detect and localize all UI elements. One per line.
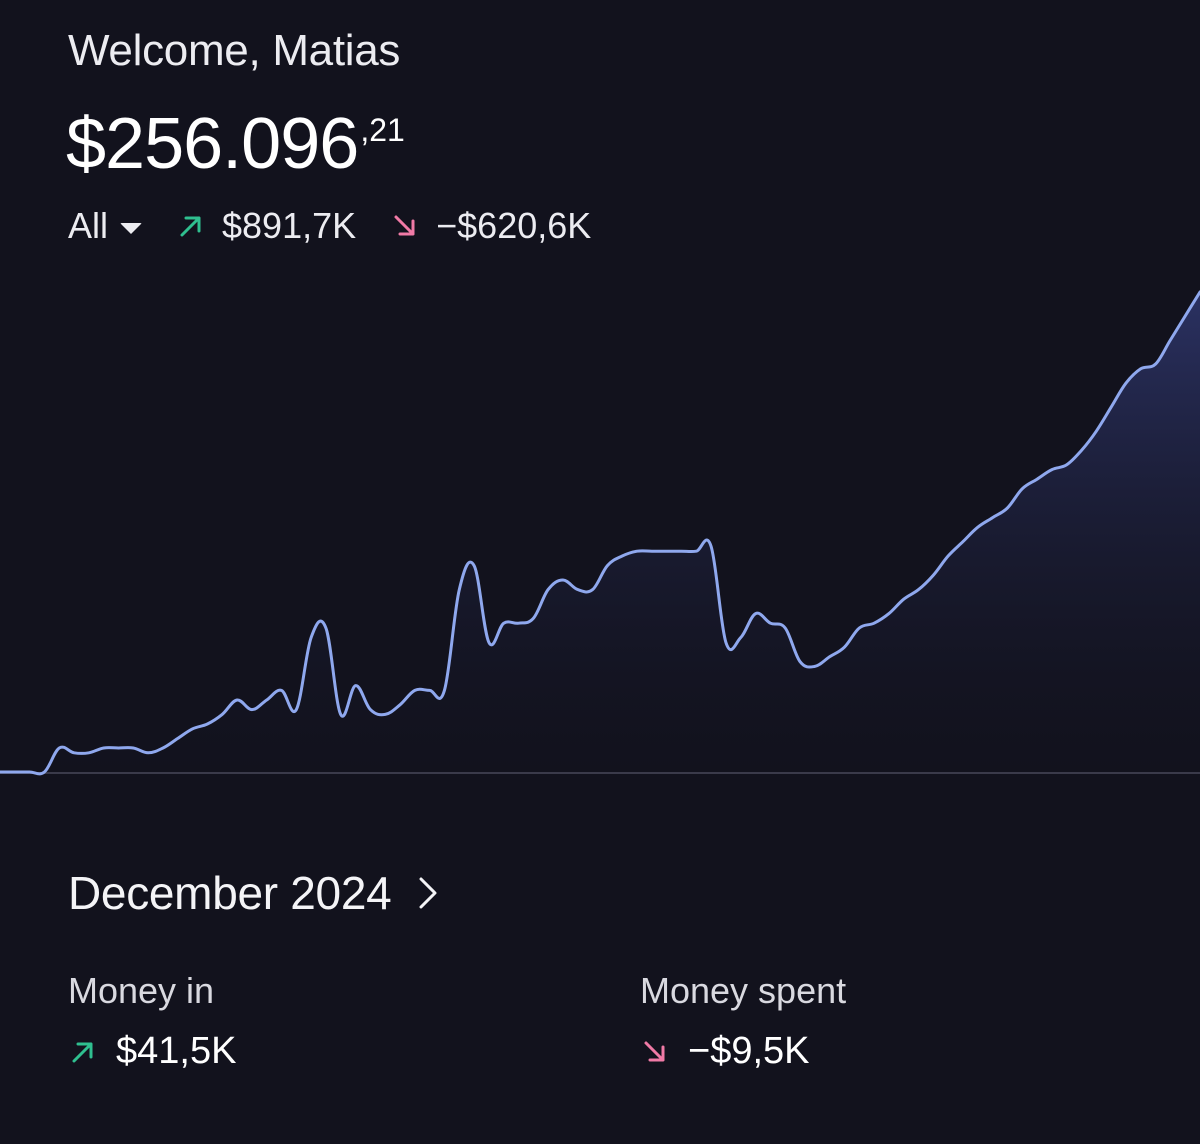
money-spent-value-row: −$9,5K	[640, 1030, 846, 1073]
balance-main: $256.096	[66, 104, 359, 184]
filter-label: All	[68, 205, 109, 246]
chevron-right-icon	[419, 877, 437, 909]
chart-series-line	[0, 290, 1200, 776]
account-filter-dropdown[interactable]: All	[68, 205, 143, 247]
balance-chart-svg[interactable]	[0, 270, 1200, 790]
caret-down-icon	[120, 222, 143, 234]
total-money-in-value: $891,7K	[222, 205, 357, 246]
greeting-text: Welcome, Matias	[68, 26, 401, 75]
summary-row: All $891,7K −$620,6K	[68, 204, 591, 248]
money-in-value: $41,5K	[116, 1030, 237, 1072]
arrow-down-right-icon	[644, 1041, 665, 1061]
total-money-out: −$620,6K	[390, 205, 591, 247]
total-money-out-value: −$620,6K	[436, 205, 592, 246]
balance-cents: ,21	[360, 112, 405, 148]
balance-amount: $256.096 ,21	[66, 108, 405, 180]
arrow-down-right-icon	[394, 215, 415, 236]
arrow-up-right-icon	[180, 216, 201, 237]
total-money-in: $891,7K	[176, 205, 356, 247]
month-label: December 2024	[68, 867, 392, 919]
month-selector[interactable]: December 2024	[68, 866, 439, 920]
balance-chart[interactable]	[0, 270, 1200, 790]
money-in-label: Money in	[68, 970, 215, 1011]
chart-area-fill	[0, 292, 1200, 774]
money-in-block[interactable]: Money in $41,5K	[68, 970, 236, 1073]
money-spent-value: −$9,5K	[688, 1030, 810, 1072]
money-spent-label: Money spent	[640, 970, 847, 1011]
money-spent-block[interactable]: Money spent −$9,5K	[640, 970, 846, 1073]
arrow-up-right-icon	[72, 1042, 93, 1062]
money-in-value-row: $41,5K	[68, 1030, 236, 1073]
